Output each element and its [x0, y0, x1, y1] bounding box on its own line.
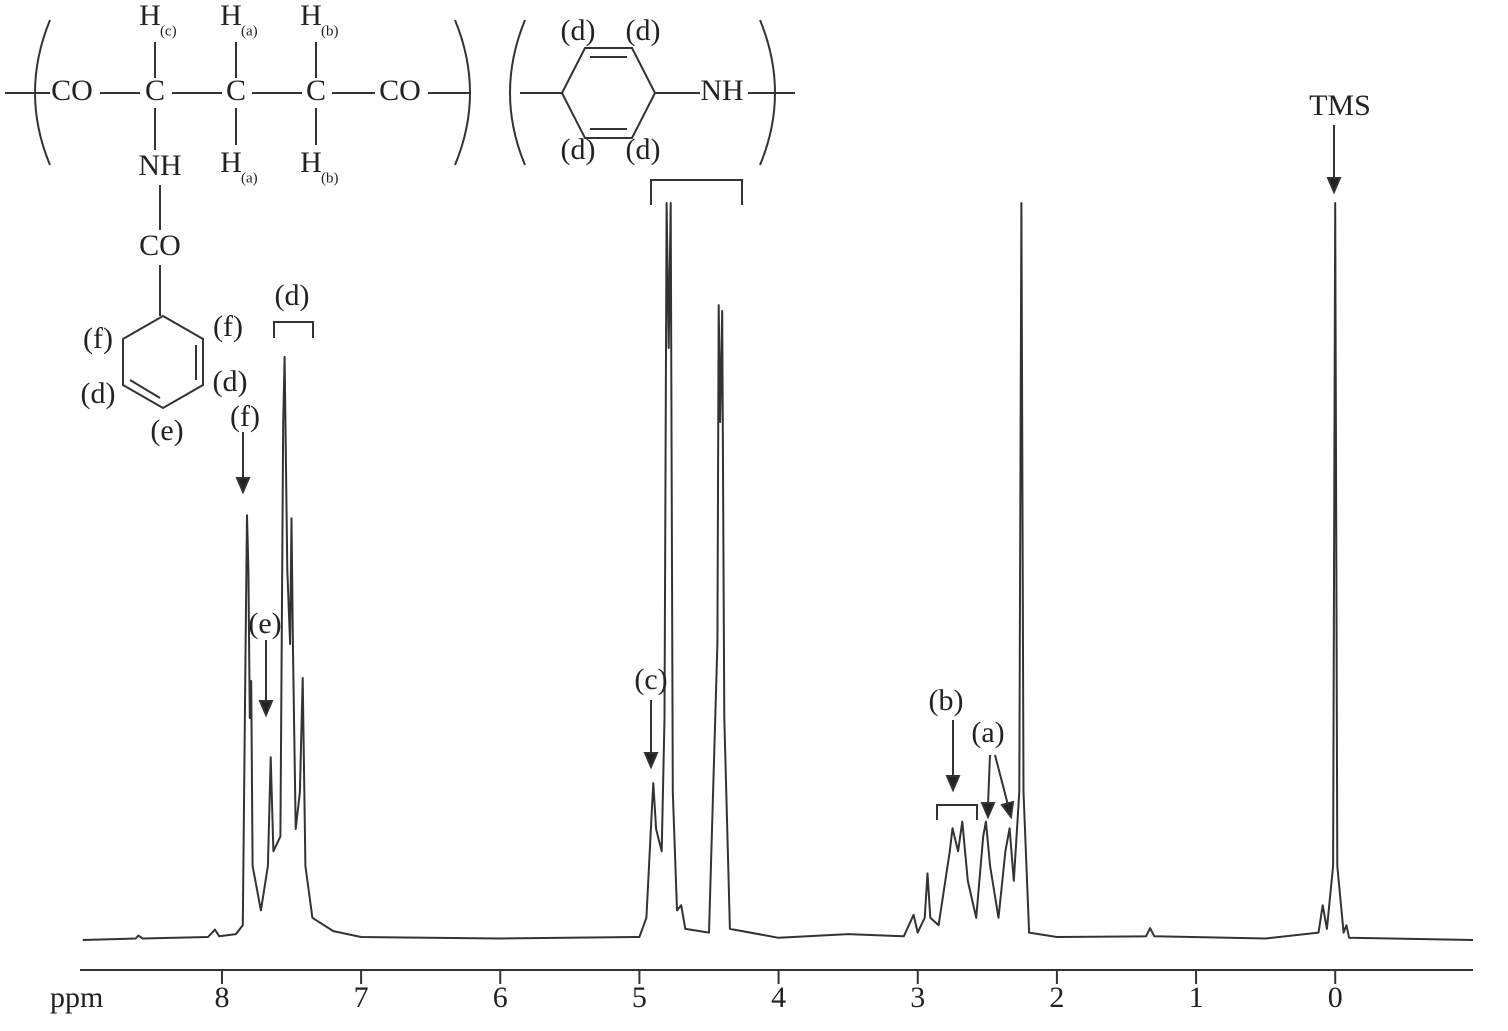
peak-label: (d) — [275, 279, 310, 312]
atom-label: (d) — [626, 133, 661, 166]
x-tick-label: 8 — [214, 981, 229, 1014]
atom-label: (d) — [81, 377, 116, 410]
spectrum-line — [82, 202, 1474, 941]
peak-label: (b) — [929, 684, 964, 717]
atom-subscript: (a) — [241, 23, 258, 39]
atom-label: NH — [138, 149, 181, 182]
peak-label: (e) — [248, 607, 281, 640]
x-tick-label: 4 — [771, 981, 786, 1014]
atom-label: (f) — [213, 310, 243, 343]
x-tick-label: 1 — [1189, 981, 1204, 1014]
peak-label: TMS — [1309, 89, 1371, 122]
atom-label: (d) — [561, 14, 596, 47]
atom-subscript: (c) — [160, 23, 177, 39]
x-tick-label: 2 — [1049, 981, 1064, 1014]
atom-label: H — [220, 146, 242, 179]
atom-label: (f) — [83, 322, 113, 355]
x-axis-label: ppm — [50, 981, 103, 1014]
peak-label: (c) — [634, 663, 667, 696]
x-tick-label: 0 — [1328, 981, 1343, 1014]
x-tick-label: 5 — [632, 981, 647, 1014]
atom-label: CO — [51, 74, 93, 107]
x-tick-label: 3 — [910, 981, 925, 1014]
atom-label: H — [220, 0, 242, 32]
atom-label: CO — [379, 74, 421, 107]
atom-label: (e) — [150, 414, 183, 447]
atom-subscript: (b) — [321, 23, 339, 39]
atom-label: C — [306, 74, 326, 107]
peak-label: (f) — [230, 400, 260, 433]
atom-label: CO — [139, 229, 181, 262]
atom-subscript: (b) — [321, 170, 339, 186]
atom-label: C — [145, 74, 165, 107]
atom-label: H — [139, 0, 161, 32]
atom-label: (d) — [213, 365, 248, 398]
annotation-marks — [235, 125, 1342, 820]
atom-label: C — [226, 74, 246, 107]
structure-bonds — [5, 19, 795, 410]
x-tick-label: 7 — [354, 981, 369, 1014]
atom-label: H — [300, 146, 322, 179]
x-tick-label: 6 — [493, 981, 508, 1014]
atom-subscript: (a) — [241, 170, 258, 186]
atom-label: H — [300, 0, 322, 32]
atom-label: NH — [700, 74, 743, 107]
atom-label: (d) — [626, 14, 661, 47]
peak-label: (a) — [971, 716, 1004, 749]
atom-label: (d) — [561, 133, 596, 166]
